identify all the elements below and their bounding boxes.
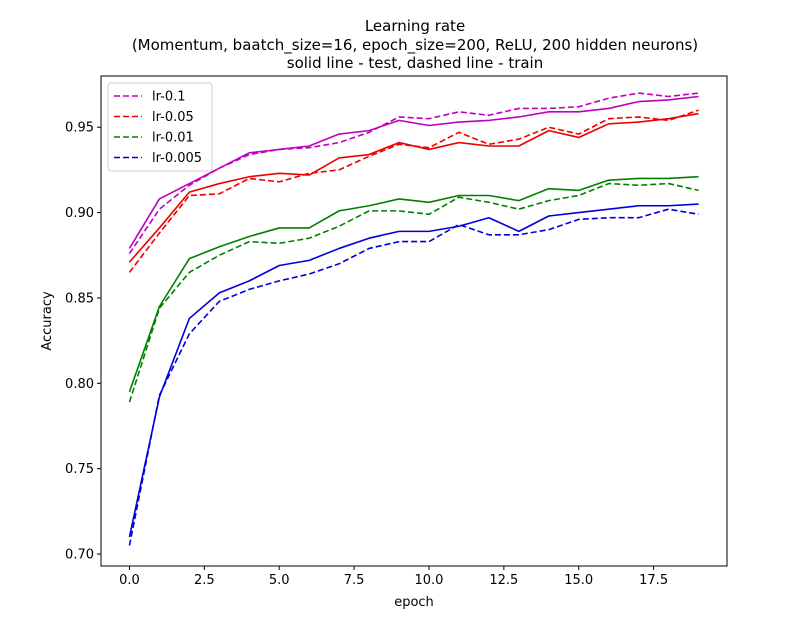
series-lr-0-05-test-line <box>128 112 699 263</box>
title-line-3: solid line - test, dashed line - train <box>287 54 543 72</box>
legend-label: lr-0.005 <box>152 151 202 166</box>
chart-title: Learning rate (Momentum, baatch_size=16,… <box>132 17 698 72</box>
series-lr-0-1-test-line <box>128 95 699 249</box>
legend-label: lr-0.05 <box>152 110 194 125</box>
plot-lines <box>128 92 699 546</box>
x-tick-label: 5.0 <box>269 573 290 588</box>
plot-frame <box>100 75 728 567</box>
y-tick-label: 0.75 <box>65 462 94 477</box>
legend-label: lr-0.1 <box>152 90 186 105</box>
legend: lr-0.1 lr-0.05 lr-0.01 lr-0.005 <box>107 82 213 172</box>
y-tick-label: 0.90 <box>65 206 94 221</box>
y-tick-label: 0.70 <box>65 548 94 563</box>
y-axis-label: Accuracy <box>40 291 55 351</box>
x-tick-label: 2.5 <box>194 573 215 588</box>
y-tick-label: 0.95 <box>65 121 94 136</box>
legend-box <box>107 82 213 172</box>
title-line-2: (Momentum, baatch_size=16, epoch_size=20… <box>132 36 698 55</box>
series-lr-0-005-test-line <box>128 203 699 538</box>
y-tick-label: 0.80 <box>65 377 94 392</box>
series-lr-0-005-train-line <box>128 208 699 546</box>
x-axis-label: epoch <box>394 595 434 610</box>
y-axis-ticks: 0.70 0.75 0.80 0.85 0.90 0.95 <box>65 121 101 563</box>
title-line-1: Learning rate <box>365 17 465 35</box>
series-lr-0-01-train-line <box>128 182 699 403</box>
series-lr-0-01-test-line <box>128 175 699 393</box>
x-tick-label: 17.5 <box>639 573 668 588</box>
x-tick-label: 10.0 <box>414 573 443 588</box>
x-axis-ticks: 0.0 2.5 5.0 7.5 10.0 12.5 15.0 17.5 <box>119 566 668 588</box>
x-tick-label: 0.0 <box>119 573 140 588</box>
x-tick-label: 15.0 <box>564 573 593 588</box>
y-tick-label: 0.85 <box>65 291 94 306</box>
series-lr-0-1-train-line <box>128 92 699 255</box>
x-tick-label: 7.5 <box>344 573 365 588</box>
legend-label: lr-0.01 <box>152 131 194 146</box>
x-tick-label: 12.5 <box>489 573 518 588</box>
series-lr-0-05-train-line <box>128 109 699 273</box>
